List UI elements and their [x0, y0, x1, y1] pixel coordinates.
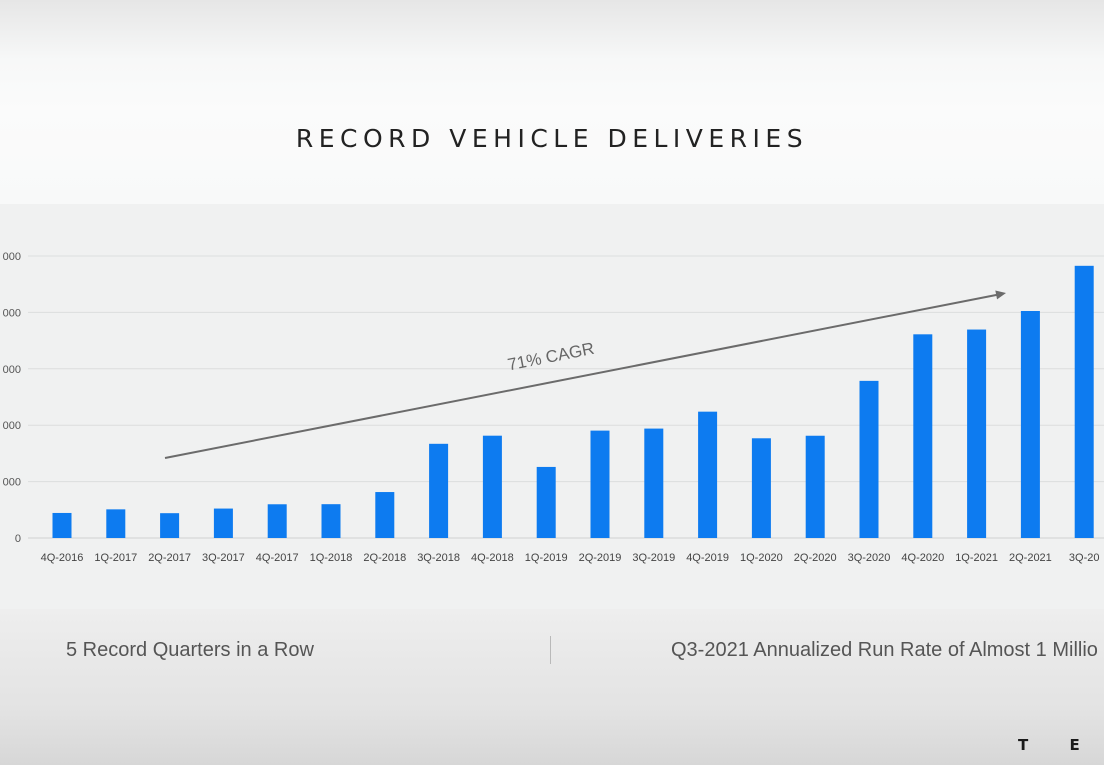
trend-arrow-line [164, 293, 999, 459]
bar [751, 438, 771, 538]
x-tick-label: 1Q-2018 [310, 552, 353, 564]
x-tick-label: 4Q-2019 [686, 552, 729, 564]
bar [321, 504, 341, 538]
x-tick-label: 2Q-2019 [579, 552, 622, 564]
x-tick-label: 2Q-2017 [148, 552, 191, 564]
bar [859, 380, 879, 538]
y-tick-label: 000 [3, 307, 21, 319]
bar [1074, 265, 1094, 538]
bar [482, 435, 502, 538]
x-tick-label: 3Q-2020 [848, 552, 891, 564]
bar [536, 466, 556, 538]
bar [160, 513, 180, 538]
footer-right-caption: Q3-2021 Annualized Run Rate of Almost 1 … [671, 639, 1098, 661]
y-tick-label: 000 [3, 251, 21, 263]
bar [913, 334, 933, 538]
bar [213, 508, 233, 538]
bar [967, 329, 987, 538]
trend-arrow-head [995, 290, 1006, 300]
slide-title: RECORD VEHICLE DELIVERIES [295, 124, 809, 153]
bar [375, 492, 395, 538]
x-tick-label: 1Q-2021 [955, 552, 998, 564]
bar [644, 428, 664, 538]
x-tick-label: 3Q-20 [1069, 552, 1100, 564]
bar [429, 443, 449, 538]
x-tick-label: 1Q-2017 [94, 552, 137, 564]
bar [1020, 310, 1040, 538]
footer-divider [550, 636, 551, 664]
y-tick-label: 0 [15, 533, 21, 545]
bar [590, 430, 610, 538]
chart-panel: 0 000 000 000 000 000 4Q-2016 1Q-2017 2Q-2017 3Q… [0, 204, 1104, 609]
x-tick-layer: 4Q-2016 1Q-2017 2Q-2017 3Q-2017 4Q-2017 1Q-20… [41, 552, 1100, 564]
x-tick-label: 2Q-2021 [1009, 552, 1052, 564]
footer-left-caption: 5 Record Quarters in a Row [66, 639, 314, 661]
x-tick-label: 4Q-2017 [256, 552, 299, 564]
bar-layer [52, 265, 1094, 538]
x-tick-label: 1Q-2020 [740, 552, 783, 564]
bar [805, 435, 825, 538]
bar [267, 504, 287, 538]
y-tick-label: 000 [3, 364, 21, 376]
x-tick-label: 1Q-2019 [525, 552, 568, 564]
footer-bar: 5 Record Quarters in a Row Q3-2021 Annua… [0, 609, 1104, 765]
x-tick-label: 3Q-2019 [632, 552, 675, 564]
y-tick-label: 000 [3, 420, 21, 432]
x-tick-label: 4Q-2016 [41, 552, 84, 564]
x-tick-label: 4Q-2020 [901, 552, 944, 564]
bar [106, 509, 126, 538]
x-tick-label: 4Q-2018 [471, 552, 514, 564]
annotation-layer: 71% CAGR [164, 290, 1006, 459]
y-tick-label: 000 [3, 477, 21, 489]
x-tick-label: 2Q-2018 [363, 552, 406, 564]
x-tick-label: 3Q-2018 [417, 552, 460, 564]
grid-layer [28, 255, 1104, 539]
x-tick-label: 2Q-2020 [794, 552, 837, 564]
bar [52, 512, 72, 538]
brand-logo: T E S [1018, 736, 1104, 754]
bar [698, 411, 718, 538]
x-tick-label: 3Q-2017 [202, 552, 245, 564]
